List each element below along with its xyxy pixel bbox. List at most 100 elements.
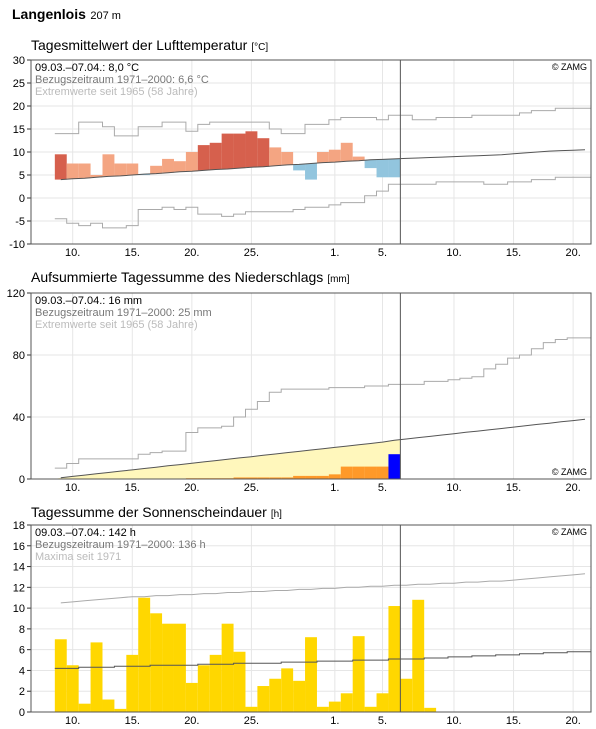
precip-x-tick-label: 15. xyxy=(506,482,521,494)
precip-x-tick-label: 10. xyxy=(65,482,80,494)
sun-x-tick-label: 10. xyxy=(65,715,80,727)
sun-x-tick-label: 5. xyxy=(378,715,387,727)
sun-normal-line xyxy=(54,651,591,669)
sun-observed-bar xyxy=(185,682,198,712)
temp-anomaly-bar xyxy=(305,163,317,180)
temp-anomaly-bar xyxy=(269,147,282,166)
temp-y-tick-label: -5 xyxy=(15,216,25,228)
precip-observed-bar xyxy=(316,475,329,479)
sun-x-tick-label: 15. xyxy=(506,715,521,727)
sun-y-tick-label: 12 xyxy=(13,582,25,594)
temp-y-tick-label: -10 xyxy=(9,239,25,251)
temp-anomaly-bar xyxy=(245,131,258,168)
temp-chart-title: Tagesmittelwert der Lufttemperatur [°C] xyxy=(31,37,268,53)
sun-y-tick-label: 4 xyxy=(19,665,25,677)
temp-anomaly-bar xyxy=(221,133,234,170)
temp-y-tick-label: 20 xyxy=(13,101,25,113)
precip-observed-bar xyxy=(340,466,353,479)
sun-info-line: Bezugszeitraum 1971–2000: 136 h xyxy=(35,539,206,551)
sun-observed-bar xyxy=(305,637,317,712)
precip-info-line: Extremwerte seit 1965 (58 Jahre) xyxy=(35,319,198,331)
temp-anomaly-bar xyxy=(197,145,210,171)
sun-observed-bar xyxy=(138,597,151,712)
station-name: Langenlois xyxy=(12,6,86,22)
sun-chart-unit: [h] xyxy=(271,509,282,520)
sun-observed-bar xyxy=(66,665,79,712)
sun-max-line xyxy=(60,573,586,604)
temp-anomaly-bar xyxy=(352,156,365,161)
temp-x-tick-label: 15. xyxy=(125,247,140,259)
precip-observed-bar xyxy=(305,475,317,479)
temp-x-tick-label: 10. xyxy=(65,247,80,259)
chart-header: Langenlois 207 m xyxy=(12,6,121,24)
precip-x-tick-label: 5. xyxy=(378,482,387,494)
precip-credit: © ZAMG xyxy=(552,467,587,477)
temp-y-tick-label: 5 xyxy=(19,170,25,182)
sun-observed-bar xyxy=(245,706,258,712)
temp-anomaly-bar xyxy=(340,142,353,162)
precip-x-tick-label: 1. xyxy=(330,482,339,494)
temp-anomaly-bar xyxy=(209,142,222,170)
temp-y-tick-label: 10 xyxy=(13,147,25,159)
sun-y-tick-label: 8 xyxy=(19,624,25,636)
sun-observed-bar xyxy=(90,642,103,712)
sun-y-tick-label: 18 xyxy=(13,520,25,532)
temp-y-tick-label: 30 xyxy=(13,55,25,67)
temp-y-tick-label: 15 xyxy=(13,124,25,136)
precip-observed-bar xyxy=(245,477,258,479)
sun-observed-bar xyxy=(209,654,222,712)
sun-observed-bar xyxy=(102,699,115,712)
temp-frame xyxy=(30,59,592,245)
precip-x-tick-label: 20. xyxy=(565,482,580,494)
temp-anomaly-bar xyxy=(364,159,377,169)
precip-info-line: Bezugszeitraum 1971–2000: 25 mm xyxy=(35,307,212,319)
sun-frame xyxy=(30,524,592,713)
precip-observed-bar xyxy=(328,474,341,479)
temp-anomaly-bar xyxy=(185,152,198,172)
temp-normal-line xyxy=(60,149,586,181)
sun-y-tick-label: 0 xyxy=(19,707,25,719)
precip-observed-bar xyxy=(352,466,365,479)
temp-anomaly-bar xyxy=(102,154,115,177)
temp-x-tick-label: 10. xyxy=(446,247,461,259)
temp-anomaly-bar xyxy=(316,152,329,163)
precip-observed-bar xyxy=(269,477,282,479)
temp-anomaly-bar xyxy=(376,159,389,178)
precip-y-tick-label: 80 xyxy=(13,350,25,362)
sun-observed-bar xyxy=(424,707,437,712)
sun-info-line: Maxima seit 1971 xyxy=(35,551,121,563)
sun-x-tick-label: 20. xyxy=(184,715,199,727)
sun-x-tick-label: 25. xyxy=(244,715,259,727)
sun-credit: © ZAMG xyxy=(552,527,587,537)
precip-observed-bar xyxy=(257,477,270,479)
sun-observed-bar xyxy=(316,706,329,712)
precip-observed-bar xyxy=(293,475,306,479)
temp-credit: © ZAMG xyxy=(552,62,587,72)
sun-observed-bar xyxy=(257,686,270,712)
temp-x-tick-label: 5. xyxy=(378,247,387,259)
sun-observed-bar xyxy=(376,693,389,712)
sun-observed-bar xyxy=(340,693,353,712)
sun-observed-bar xyxy=(269,678,282,712)
precip-max-line xyxy=(54,337,591,469)
sun-y-tick-label: 2 xyxy=(19,686,25,698)
sun-observed-bar xyxy=(78,703,91,712)
precip-observed-bar xyxy=(233,477,246,479)
temp-info-line: Extremwerte seit 1965 (58 Jahre) xyxy=(35,86,198,98)
temp-x-tick-label: 15. xyxy=(506,247,521,259)
temp-anomaly-bar xyxy=(173,161,186,172)
sun-observed-bar xyxy=(364,706,377,712)
precip-y-tick-label: 120 xyxy=(7,288,25,300)
precip-chart-title: Aufsummierte Tagessumme des Niederschlag… xyxy=(31,269,350,285)
temp-anomaly-bar xyxy=(78,163,91,179)
precip-y-tick-label: 0 xyxy=(19,474,25,486)
temp-x-tick-label: 20. xyxy=(184,247,199,259)
temp-anomaly-bar xyxy=(257,138,270,167)
sun-x-tick-label: 15. xyxy=(125,715,140,727)
temp-min-line xyxy=(54,176,591,229)
precip-x-tick-label: 25. xyxy=(244,482,259,494)
sun-y-tick-label: 10 xyxy=(13,603,25,615)
temp-y-tick-label: 0 xyxy=(19,193,25,205)
sun-x-tick-label: 10. xyxy=(446,715,461,727)
temp-info-line: 09.03.–07.04.: 8,0 °C xyxy=(35,62,139,74)
